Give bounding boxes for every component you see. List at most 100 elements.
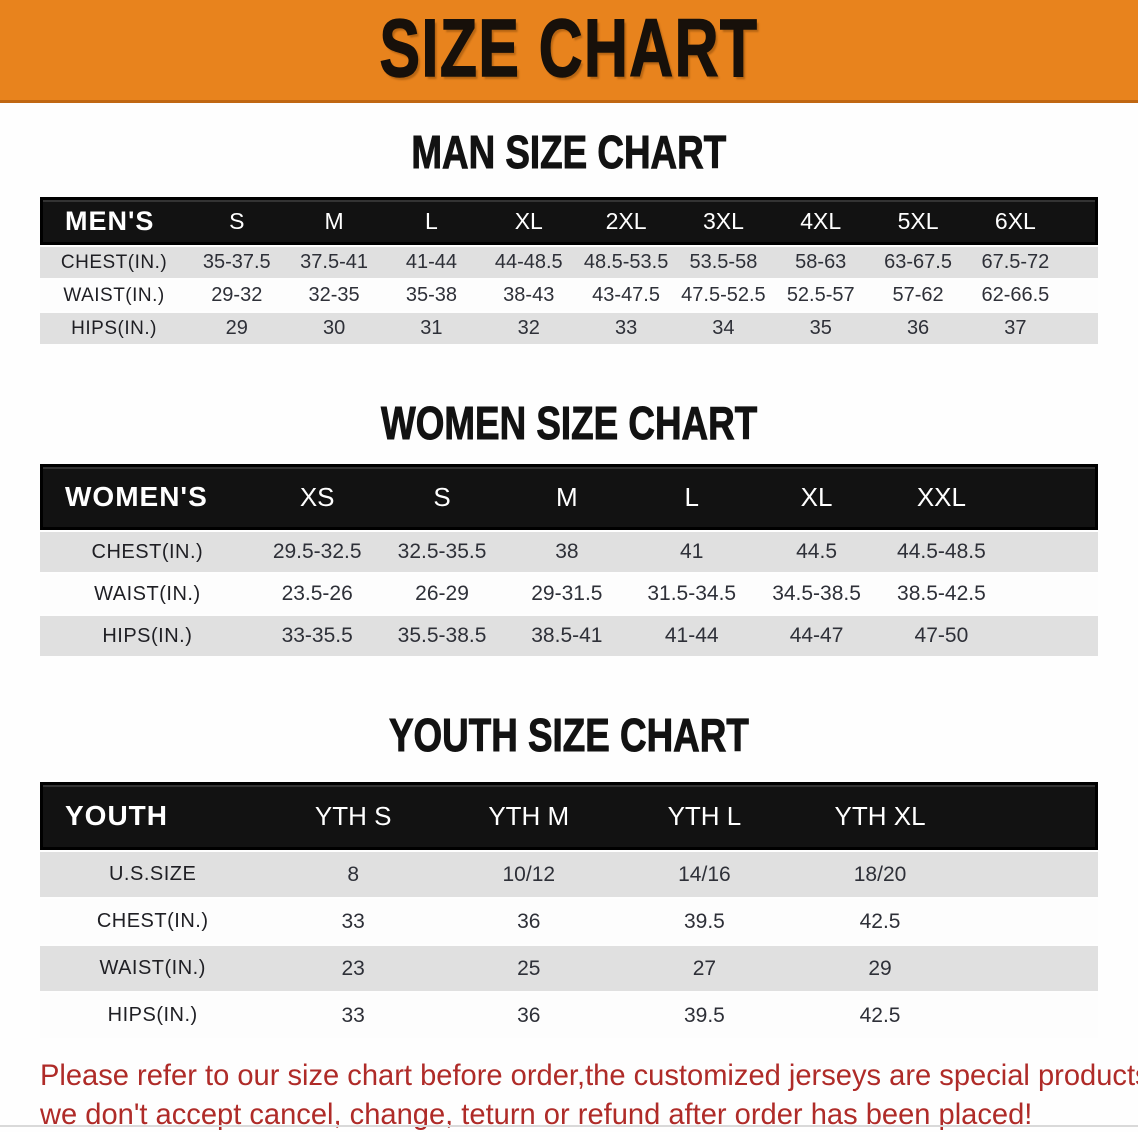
size-value: 38-43 [480, 280, 578, 311]
header-spacer-cell [1003, 464, 1098, 530]
size-value: 39.5 [616, 993, 793, 1038]
size-value: 63-67.5 [869, 247, 967, 278]
size-column-header: XL [754, 464, 879, 530]
women-size-table: WOMEN'S XS S M L XL XXL CHEST(IN.) 29.5-32.5 32.5… [40, 462, 1098, 658]
size-column-header: M [285, 197, 383, 245]
size-value: 10/12 [440, 852, 617, 897]
size-column-header: M [504, 464, 630, 530]
group-label: YOUTH [40, 782, 266, 850]
men-size-table: MEN'S S M L XL 2XL 3XL 4XL 5XL 6XL CHEST(IN.) 35-37… [40, 195, 1098, 346]
size-value: 29 [188, 313, 286, 344]
header-spacer-cell [1064, 197, 1098, 245]
row-label: CHEST(IN.) [40, 247, 189, 278]
row-spacer-cell [1003, 532, 1098, 572]
size-column-header: 2XL [577, 197, 675, 245]
size-value: 57-62 [869, 280, 967, 311]
size-header-row: YOUTH YTH S YTH M YTH L YTH XL [40, 782, 1098, 850]
row-spacer-cell [967, 946, 1098, 991]
size-value: 58-63 [772, 247, 870, 278]
row-label: CHEST(IN.) [40, 899, 266, 944]
size-column-header: 4XL [772, 197, 870, 245]
row-label: HIPS(IN.) [40, 993, 266, 1038]
size-value: 23 [265, 946, 441, 991]
size-column-header: XL [480, 197, 578, 245]
banner: SIZE CHART [0, 0, 1138, 103]
measurement-row: U.S.SIZE 8 10/12 14/16 18/20 [40, 852, 1098, 897]
size-column-header: YTH S [265, 782, 441, 850]
row-spacer-cell [967, 852, 1098, 897]
section-heading-text: YOUTH SIZE CHART [389, 709, 750, 762]
measurement-row: WAIST(IN.) 23.5-26 26-29 29-31.5 31.5-34.5 34… [40, 574, 1098, 614]
size-value: 36 [869, 313, 967, 344]
size-value: 33-35.5 [254, 616, 380, 656]
size-value: 62-66.5 [966, 280, 1065, 311]
size-value: 14/16 [616, 852, 793, 897]
charts-container: MAN SIZE CHART MEN'S S M L XL 2XL 3XL 4XL 5XL 6XL C… [0, 125, 1138, 1040]
size-value: 44-48.5 [480, 247, 578, 278]
size-value: 41 [629, 532, 755, 572]
size-value: 47-50 [878, 616, 1004, 656]
size-value: 47.5-52.5 [674, 280, 773, 311]
disclaimer-line-2: we don't accept cancel, change, teturn o… [40, 1098, 1033, 1131]
size-column-header: 5XL [869, 197, 967, 245]
size-value: 37 [966, 313, 1065, 344]
size-value: 29.5-32.5 [254, 532, 380, 572]
size-value: 8 [265, 852, 441, 897]
size-value: 33 [265, 899, 441, 944]
size-value: 42.5 [792, 899, 968, 944]
size-value: 35-38 [382, 280, 481, 311]
measurement-row: WAIST(IN.) 23 25 27 29 [40, 946, 1098, 991]
size-column-header: YTH M [440, 782, 617, 850]
row-label: WAIST(IN.) [40, 946, 266, 991]
size-value: 52.5-57 [772, 280, 870, 311]
size-column-header: XXL [878, 464, 1004, 530]
disclaimer-line-1: Please refer to our size chart before or… [40, 1059, 1138, 1092]
section-women: WOMEN SIZE CHART WOMEN'S XS S M L XL XXL CHEST(I… [0, 396, 1138, 658]
row-spacer-cell [1003, 574, 1098, 614]
size-value: 44.5 [754, 532, 879, 572]
row-spacer-cell [1064, 280, 1098, 311]
size-value: 35 [772, 313, 870, 344]
measurement-row: HIPS(IN.) 33-35.5 35.5-38.5 38.5-41 41-44 44-… [40, 616, 1098, 656]
size-value: 29 [792, 946, 968, 991]
size-value: 32.5-35.5 [379, 532, 505, 572]
section-heading: WOMEN SIZE CHART [0, 396, 1138, 450]
size-value: 53.5-58 [674, 247, 773, 278]
size-column-header: YTH L [616, 782, 793, 850]
section-heading-text: WOMEN SIZE CHART [380, 397, 758, 450]
row-label: U.S.SIZE [40, 852, 266, 897]
size-value: 18/20 [792, 852, 968, 897]
size-column-header: L [629, 464, 755, 530]
row-label: HIPS(IN.) [40, 313, 189, 344]
header-spacer-cell [967, 782, 1098, 850]
size-value: 34 [674, 313, 773, 344]
size-value: 25 [440, 946, 617, 991]
size-value: 36 [440, 899, 617, 944]
size-value: 41-44 [382, 247, 481, 278]
size-column-header: S [379, 464, 505, 530]
size-value: 44.5-48.5 [878, 532, 1004, 572]
section-heading-text: MAN SIZE CHART [411, 126, 727, 179]
size-value: 37.5-41 [285, 247, 383, 278]
size-value: 33 [265, 993, 441, 1038]
group-label: WOMEN'S [40, 464, 255, 530]
page-title: SIZE CHART [379, 2, 759, 95]
row-label: WAIST(IN.) [40, 574, 255, 614]
size-value: 39.5 [616, 899, 793, 944]
size-value: 32 [480, 313, 578, 344]
row-spacer-cell [967, 993, 1098, 1038]
size-value: 32-35 [285, 280, 383, 311]
size-value: 41-44 [629, 616, 755, 656]
row-label: CHEST(IN.) [40, 532, 255, 572]
measurement-row: CHEST(IN.) 35-37.5 37.5-41 41-44 44-48.5 48.5… [40, 247, 1098, 278]
size-column-header: S [188, 197, 286, 245]
group-label: MEN'S [40, 197, 189, 245]
measurement-row: WAIST(IN.) 29-32 32-35 35-38 38-43 43-47.5 47.… [40, 280, 1098, 311]
size-value: 38 [504, 532, 630, 572]
section-heading: YOUTH SIZE CHART [0, 708, 1138, 762]
size-column-header: 3XL [674, 197, 773, 245]
size-value: 42.5 [792, 993, 968, 1038]
size-value: 30 [285, 313, 383, 344]
disclaimer: Please refer to our size chart before or… [40, 1056, 1138, 1132]
